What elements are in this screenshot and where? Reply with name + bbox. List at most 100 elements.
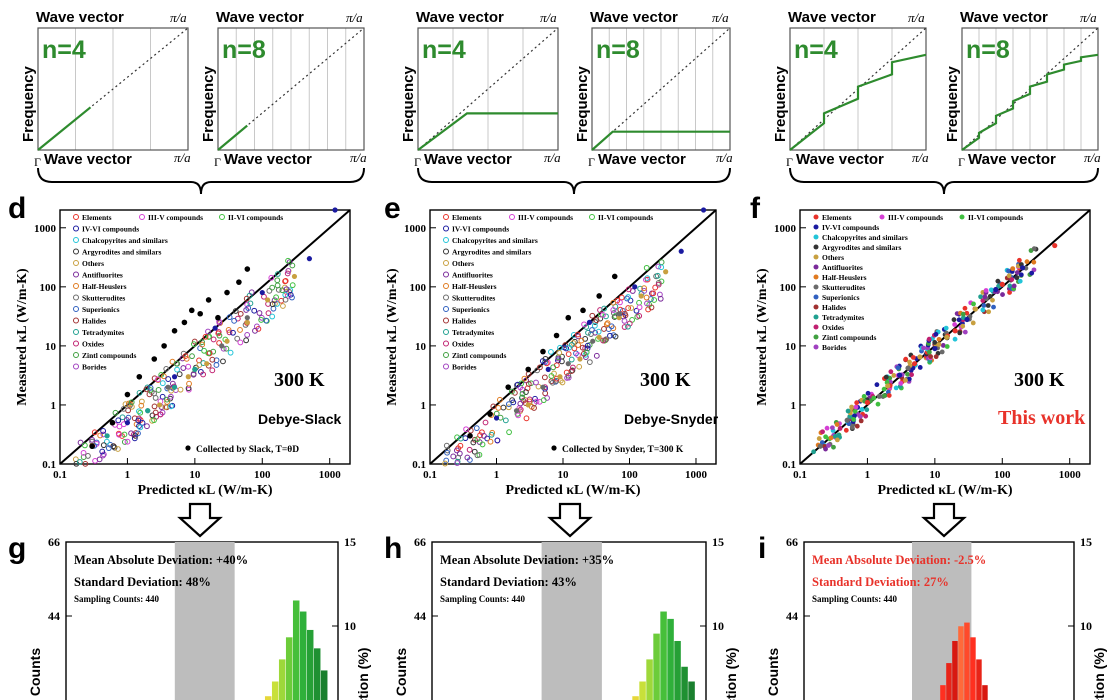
legend-label: Chalcopyrites and similars <box>82 236 168 245</box>
legend-label: Elements <box>452 213 482 222</box>
scatter-panel-d: 0.10.1 1 1 10 10 100 100 1000 1000 Elements III-V … <box>15 207 351 498</box>
data-point <box>556 349 563 356</box>
data-point <box>859 407 865 412</box>
legend-marker <box>813 324 819 330</box>
legend: Elements III-V compounds II-VI compounds IV… <box>443 213 653 372</box>
data-point <box>107 441 114 448</box>
legend-label: Halides <box>822 303 846 312</box>
y-tick-label: 0.1 <box>782 459 796 471</box>
legend-marker <box>879 214 885 220</box>
data-point <box>505 404 512 411</box>
data-point <box>91 429 98 436</box>
x-tick-label: 10 <box>557 469 569 481</box>
data-point <box>1007 290 1012 295</box>
data-point <box>936 336 942 342</box>
series-point <box>964 316 970 323</box>
series-point <box>204 361 210 367</box>
data-point <box>190 341 197 348</box>
y-tick-label: 100 <box>40 282 57 294</box>
data-point <box>1016 257 1022 263</box>
legend-marker <box>443 214 449 220</box>
counts-axis-label: Counts <box>393 648 409 696</box>
data-point <box>494 437 501 444</box>
temperature-label: 300 K <box>274 369 325 391</box>
y-tick-label: 1 <box>421 400 427 412</box>
frequency-label: Frequency <box>772 65 789 142</box>
data-point <box>216 319 223 326</box>
data-point <box>165 376 172 382</box>
legend-marker <box>73 248 79 255</box>
data-point <box>521 375 528 382</box>
data-point <box>581 321 587 328</box>
legend-label: Argyrodites and similars <box>82 248 162 257</box>
data-point <box>237 339 244 346</box>
legend-marker <box>509 214 515 220</box>
series-point <box>896 372 903 378</box>
data-point <box>926 336 932 342</box>
left-tick-label: 66 <box>414 535 426 549</box>
y-tick-label: 1000 <box>404 223 427 235</box>
legend-label: Oxides <box>822 323 844 332</box>
right-tick-label: 10 <box>712 619 724 633</box>
histogram-bar <box>952 640 958 700</box>
data-point <box>227 349 234 356</box>
data-point <box>583 349 590 356</box>
data-point <box>881 386 887 392</box>
data-point <box>874 382 880 388</box>
histogram-bar <box>982 685 988 700</box>
data-point <box>223 345 230 352</box>
x-tick-label: 1000 <box>319 469 342 481</box>
data-point <box>97 432 104 439</box>
legend-marker <box>443 225 449 232</box>
data-point <box>571 338 578 345</box>
bottom-pi-over-a: π/a <box>912 150 929 165</box>
histogram-bar <box>632 696 639 700</box>
samples-label: Sampling Counts: 440 <box>812 594 898 604</box>
series-point <box>540 348 546 355</box>
data-point <box>621 310 628 317</box>
bottom-wave-vector-label: Wave vector <box>598 151 686 168</box>
data-point <box>542 355 549 362</box>
top-wave-vector-label: Wave vector <box>590 9 678 26</box>
samples-label: Sampling Counts: 440 <box>74 594 160 604</box>
y-tick-label: 100 <box>780 282 797 294</box>
histogram-bar <box>688 681 695 700</box>
series-point <box>165 384 171 390</box>
legend-label: Tetradymites <box>82 328 124 337</box>
data-point <box>199 339 205 346</box>
legend-label: II-VI compounds <box>968 213 1023 222</box>
dashed-diagonal <box>591 27 731 151</box>
data-point <box>843 427 849 433</box>
data-point <box>159 380 166 387</box>
data-point <box>284 270 291 277</box>
data-point <box>232 308 239 314</box>
left-tick-label: 44 <box>48 609 60 623</box>
histogram-bar <box>970 637 976 700</box>
data-point <box>990 297 995 303</box>
data-point <box>128 399 135 406</box>
data-point <box>474 452 481 459</box>
n-label: n=8 <box>966 36 1010 64</box>
data-point <box>601 326 607 332</box>
legend-marker <box>73 329 79 335</box>
data-point <box>283 286 290 293</box>
data-point <box>906 376 912 382</box>
series-point <box>181 319 188 326</box>
data-point <box>454 460 461 466</box>
data-point <box>80 449 87 456</box>
dispersion-panel-3: Wave vector π/aΓ Wave vector π/aFrequencyn=… <box>400 9 561 169</box>
series-point <box>89 443 95 450</box>
data-point <box>816 436 822 441</box>
data-point <box>167 393 174 400</box>
histogram-bar <box>285 637 293 700</box>
x-axis-label: Predicted κL (W/m-K) <box>137 483 272 498</box>
data-point <box>850 422 856 428</box>
data-point <box>112 409 119 416</box>
data-point <box>898 380 904 386</box>
data-point <box>244 301 251 308</box>
series-point <box>596 334 602 340</box>
legend-label: Argyrodites and similars <box>822 243 902 252</box>
data-point <box>85 453 91 459</box>
data-point <box>466 446 473 453</box>
